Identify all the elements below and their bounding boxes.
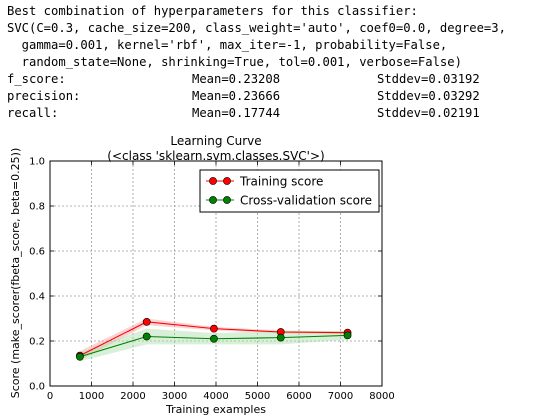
- x-tick-label: 7000: [328, 391, 353, 402]
- y-tick-label: 0.2: [29, 337, 45, 348]
- x-tick-label: 5000: [245, 391, 270, 402]
- x-tick-label: 8000: [369, 391, 394, 402]
- y-tick-label: 0.6: [29, 247, 45, 258]
- output-line: random_state=None, shrinking=True, tol=0…: [7, 55, 462, 69]
- metric-stddev: Stddev=0.02191: [377, 106, 480, 120]
- y-tick-label: 0.0: [29, 382, 45, 393]
- axis-ticks: 0 1000 2000 3000 4000 5000 6000 7000 8000 0.0 0.2 0…: [29, 157, 395, 403]
- metric-mean: Mean=0.23666: [192, 89, 281, 103]
- series: [75, 317, 352, 361]
- x-tick-label: 6000: [286, 391, 311, 402]
- data-point: [343, 331, 352, 340]
- data-point: [142, 332, 151, 341]
- legend-marker: [209, 196, 217, 204]
- series-group: [75, 331, 352, 361]
- chart-title: Learning Curve: [170, 134, 261, 148]
- x-axis-label: Training examples: [165, 403, 266, 416]
- y-axis-label: Score (make_scorer(fbeta_score, beta=0.2…: [9, 148, 22, 399]
- legend-label: Cross-validation score: [240, 194, 372, 208]
- data-point: [210, 334, 218, 343]
- chart-subtitle: (<class 'sklearn.svm.classes.SVC'>): [107, 149, 324, 163]
- metric-name: recall:: [7, 106, 59, 120]
- legend-box: [199, 169, 380, 213]
- output-line: Best combination of hyperparameters for …: [7, 4, 418, 18]
- output-line: SVC(C=0.3, cache_size=200, class_weight=…: [7, 21, 506, 35]
- data-point: [276, 333, 285, 342]
- x-tick-label: 2000: [120, 391, 145, 402]
- data-point: [75, 352, 84, 361]
- metric-stddev: Stddev=0.03292: [377, 89, 480, 103]
- metric-name: f_score:: [7, 72, 66, 86]
- y-tick-label: 0.4: [29, 292, 45, 303]
- legend-marker: [223, 177, 231, 185]
- legend: Training score Cross-validation score: [199, 169, 380, 213]
- metric-stddev: Stddev=0.03192: [377, 72, 480, 86]
- x-tick-label: 0: [47, 391, 53, 402]
- data-point: [142, 317, 151, 326]
- metric-name: precision:: [7, 89, 81, 103]
- metric-mean: Mean=0.17744: [192, 106, 281, 120]
- legend-marker: [209, 177, 217, 185]
- x-tick-label: 4000: [203, 391, 228, 402]
- metric-mean: Mean=0.23208: [192, 72, 281, 86]
- legend-marker: [223, 196, 231, 204]
- y-tick-label: 0.8: [29, 202, 45, 213]
- legend-label: Training score: [239, 175, 323, 189]
- x-tick-label: 1000: [79, 391, 104, 402]
- data-point: [210, 324, 218, 333]
- x-tick-label: 3000: [162, 391, 187, 402]
- y-tick-label: 1.0: [29, 157, 45, 168]
- output-line: gamma=0.001, kernel='rbf', max_iter=-1, …: [7, 38, 448, 52]
